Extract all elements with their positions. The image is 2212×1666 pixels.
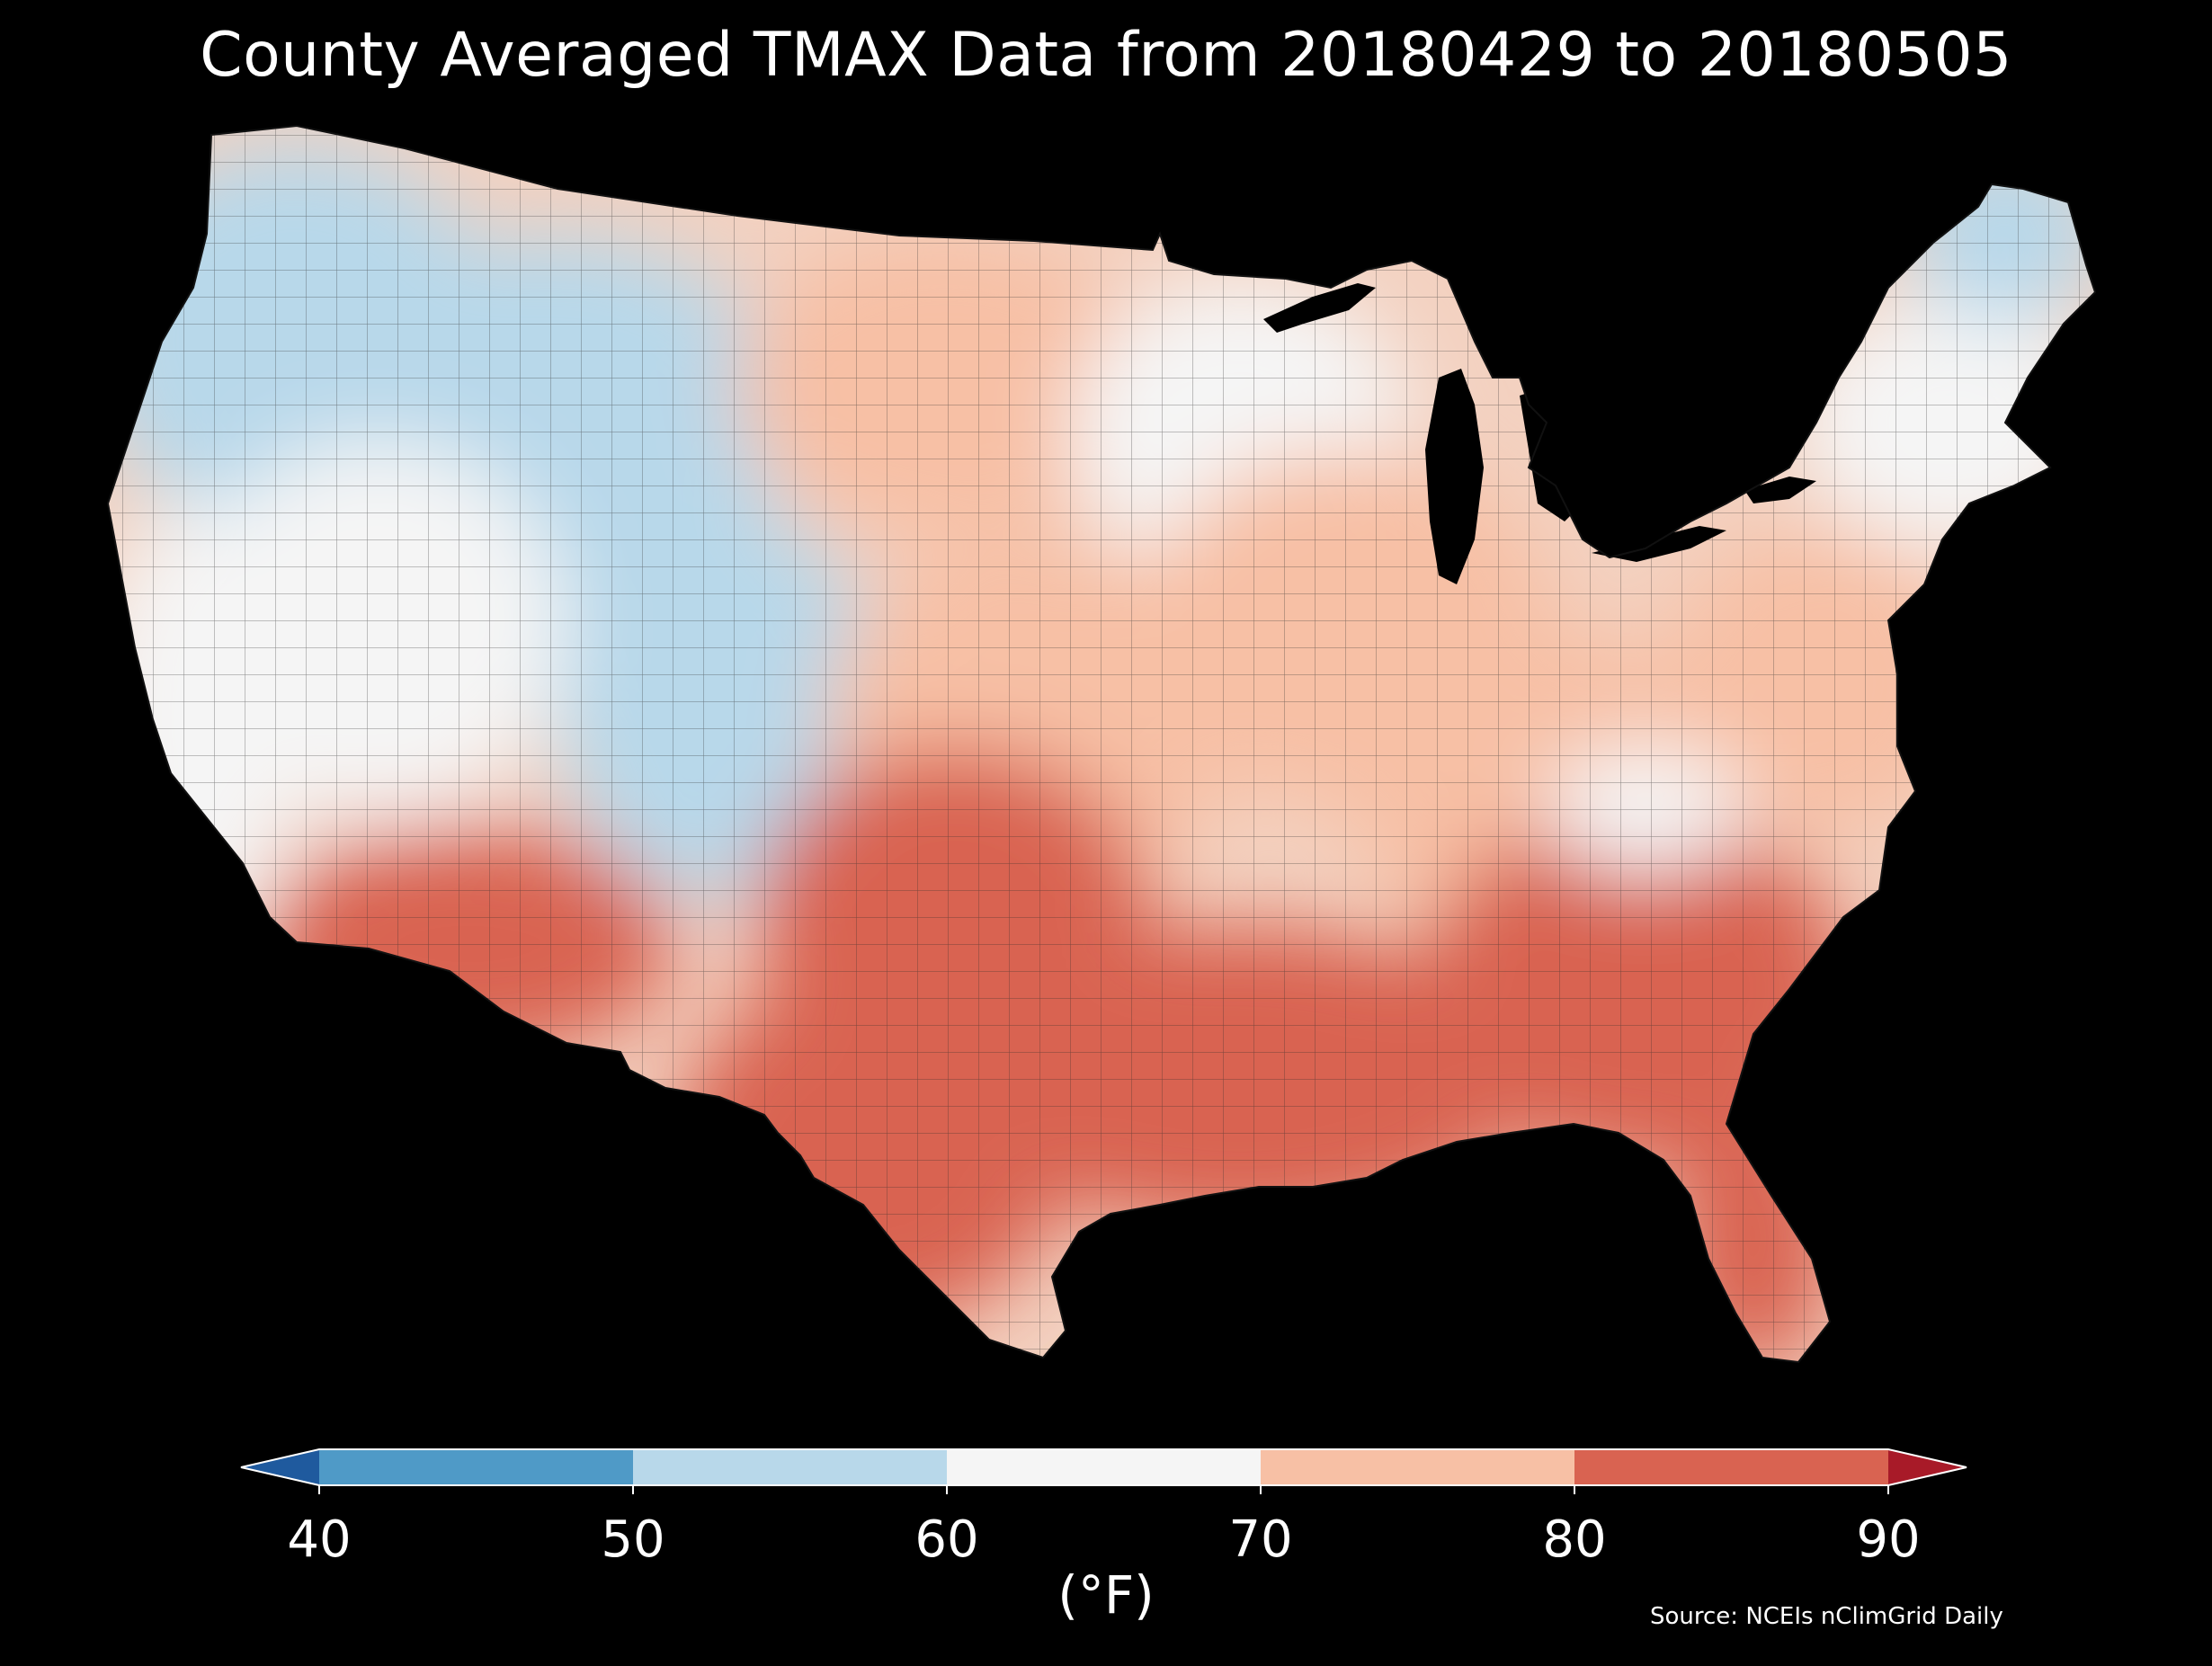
colorbar-tick-label: 40 [287,1510,352,1569]
colorbar-tick-label: 50 [601,1510,665,1569]
colorbar-segment [319,1449,633,1485]
lake-michigan [1425,369,1484,584]
colorbar-unit-label: (°F) [1057,1564,1155,1626]
colorbar [240,1448,1967,1494]
colorbar-extend-min [241,1449,319,1485]
lake-huron [1520,387,1601,521]
lake-ontario [1744,477,1816,503]
colorbar-segment [633,1449,947,1485]
colorbar-tick-label: 90 [1856,1510,1921,1569]
colorbar-tick-label: 60 [914,1510,979,1569]
colorbar-segment [947,1449,1261,1485]
colorbar-segment [1261,1449,1574,1485]
colorbar-tick-label: 80 [1542,1510,1607,1569]
colorbar-segment [1574,1449,1888,1485]
source-note: Source: NCEIs nClimGrid Daily [1650,1603,2003,1630]
lake-superior [1263,283,1376,333]
colorbar-tick-label: 70 [1228,1510,1293,1569]
map-title: County Averaged TMAX Data from 20180429 … [200,20,2012,91]
colorbar-extend-max [1888,1449,1967,1485]
us-outline [106,124,2097,1364]
